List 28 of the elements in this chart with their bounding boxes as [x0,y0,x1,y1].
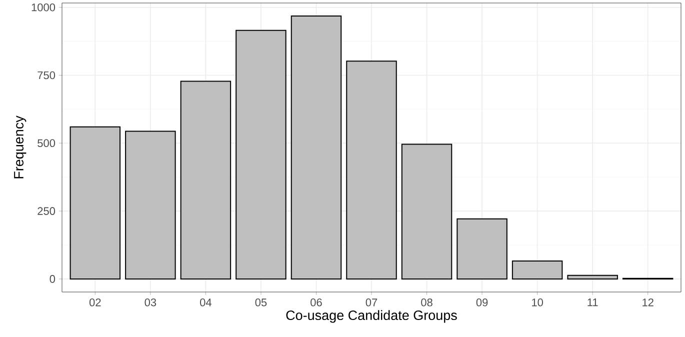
bar [125,130,176,280]
x-tick-label: 10 [532,298,543,306]
bar [567,274,618,280]
x-tick-label: 12 [642,298,654,306]
y-tick-label: 500 [38,139,56,148]
x-axis-title: Co-usage Candidate Groups [286,310,457,323]
x-tick-label: 05 [255,298,267,306]
x-tick-label: 03 [144,298,156,306]
bar [180,80,232,280]
bar [401,144,452,280]
x-tick-label: 11 [588,298,598,306]
bar [512,260,563,280]
y-tick-label: 0 [50,275,56,283]
x-tick-label: 08 [421,298,432,306]
y-tick-label: 250 [38,207,56,215]
y-tick-label: 750 [38,71,56,80]
x-tick-label: 02 [89,298,101,306]
y-tick-label: 1000 [32,3,56,12]
bar [456,218,508,280]
y-axis-title: Frequency [14,116,26,178]
x-tick-label: 06 [310,298,322,306]
bar [70,126,121,280]
bar [290,16,342,280]
bar [346,60,397,280]
x-tick-label: 09 [476,298,488,306]
x-tick-label: 04 [200,298,212,306]
x-tick-label: 07 [366,298,378,306]
bar [236,30,286,280]
